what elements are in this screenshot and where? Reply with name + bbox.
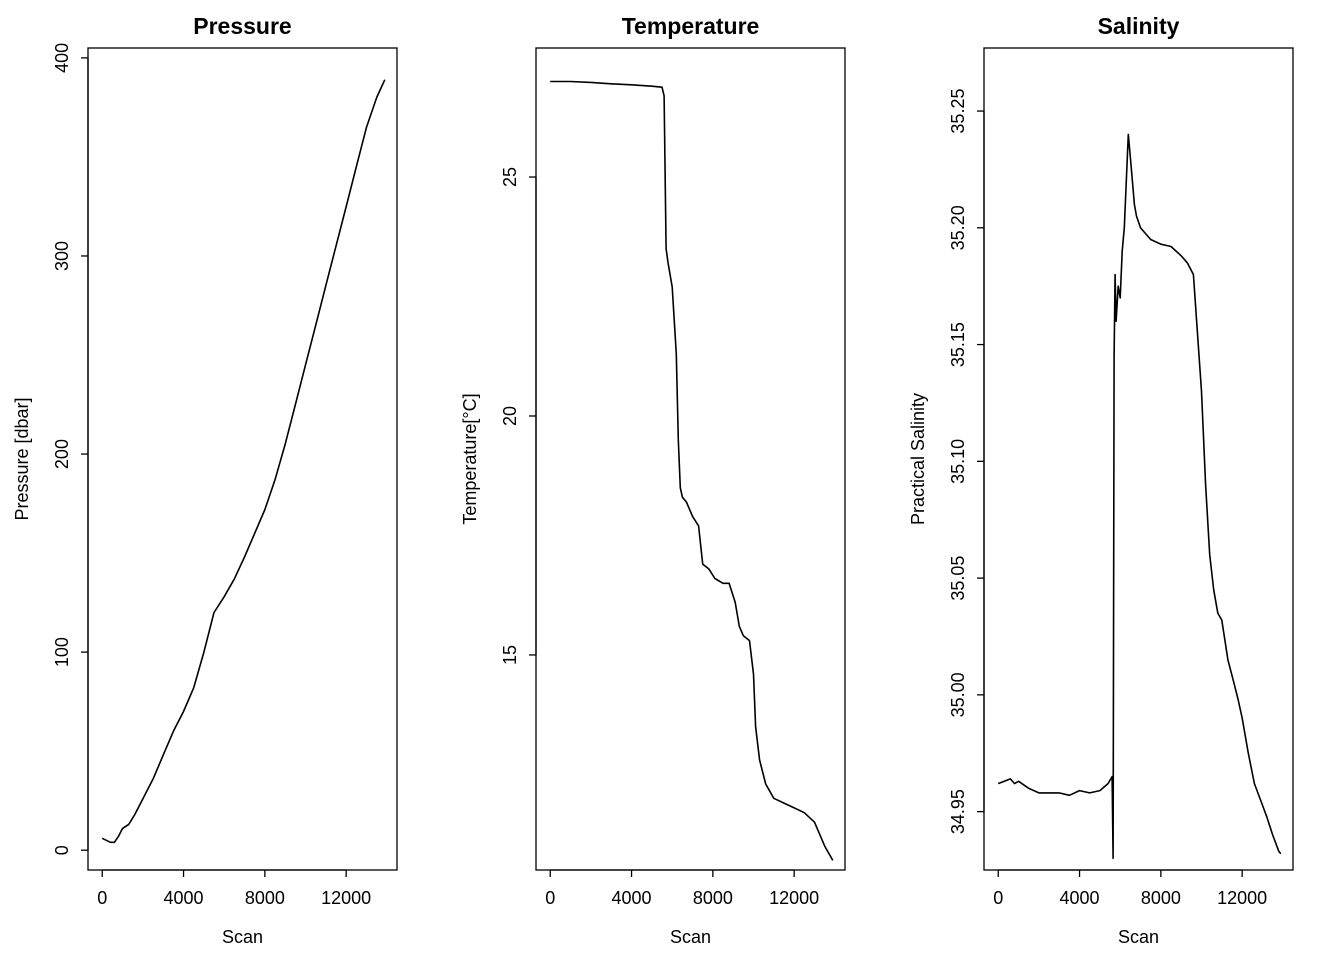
panel-pressure: Pressure Scan Pressure [dbar] 0 4000 8000 1… <box>12 13 398 947</box>
y-tick-label: 35.25 <box>948 89 968 134</box>
x-tick-label: 12000 <box>321 888 371 908</box>
y-tick-label: 35.05 <box>948 556 968 601</box>
y-axis-label: Temperature[°C] <box>460 393 480 524</box>
y-tick-label: 100 <box>52 637 72 667</box>
y-tick-label: 35.20 <box>948 205 968 250</box>
data-line <box>101 79 386 844</box>
x-tick-label: 4000 <box>1060 888 1100 908</box>
y-tick-label: 35.00 <box>948 672 968 717</box>
plot-frame <box>535 47 846 871</box>
data-line <box>550 80 834 861</box>
x-axis-label: Scan <box>1118 927 1159 947</box>
x-tick-label: 8000 <box>693 888 733 908</box>
x-axis-label: Scan <box>670 927 711 947</box>
y-tick-label: 300 <box>52 241 72 271</box>
y-tick-label: 35.15 <box>948 322 968 367</box>
chart-title: Pressure <box>193 13 291 39</box>
y-axis-label: Practical Salinity <box>908 393 928 525</box>
y-tick-label: 35.10 <box>948 439 968 484</box>
x-tick-label: 0 <box>993 888 1003 908</box>
data-line <box>997 133 1282 860</box>
y-tick-label: 0 <box>52 845 72 855</box>
chart-title: Temperature <box>622 13 760 39</box>
x-tick-label: 4000 <box>164 888 204 908</box>
x-tick-label: 0 <box>97 888 107 908</box>
x-tick-label: 8000 <box>1141 888 1181 908</box>
y-tick-label: 25 <box>500 167 520 187</box>
y-tick-label: 15 <box>500 645 520 665</box>
x-tick-label: 0 <box>545 888 555 908</box>
plot-frame <box>87 47 398 871</box>
y-tick-label: 200 <box>52 439 72 469</box>
y-tick-label: 400 <box>52 43 72 73</box>
panel-temperature: Temperature Scan Temperature[°C] 0 4000 80… <box>460 13 846 947</box>
x-tick-label: 8000 <box>245 888 285 908</box>
x-axis-label: Scan <box>222 927 263 947</box>
x-tick-label: 4000 <box>612 888 652 908</box>
y-tick-label: 34.95 <box>948 789 968 834</box>
x-tick-label: 12000 <box>769 888 819 908</box>
chart-title: Salinity <box>1098 13 1180 39</box>
panel-salinity: Salinity Scan Practical Salinity 0 4000 80… <box>908 13 1294 947</box>
y-axis-label: Pressure [dbar] <box>12 397 32 520</box>
x-tick-label: 12000 <box>1217 888 1267 908</box>
y-tick-label: 20 <box>500 406 520 426</box>
